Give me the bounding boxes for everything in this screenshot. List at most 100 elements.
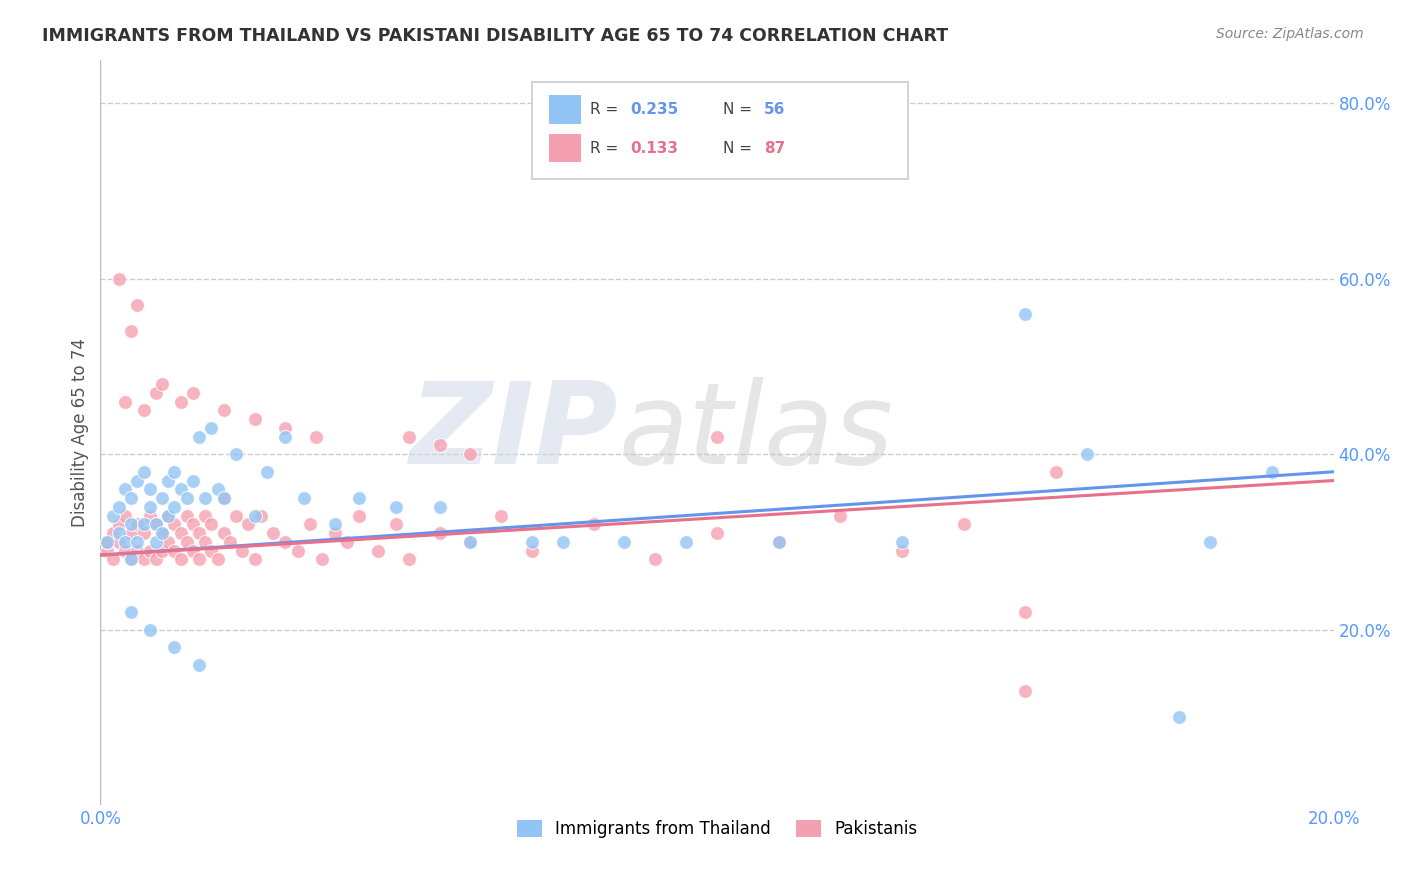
Point	[243, 412, 266, 426]
Point	[120, 526, 142, 541]
Point	[181, 517, 204, 532]
Point	[429, 500, 451, 514]
Point	[108, 526, 131, 541]
Point	[163, 517, 186, 532]
Point	[200, 421, 222, 435]
Point	[644, 552, 666, 566]
Point	[207, 483, 229, 497]
Point	[385, 500, 408, 514]
Point	[194, 535, 217, 549]
Point	[200, 543, 222, 558]
Text: 87: 87	[763, 141, 785, 156]
Point	[768, 535, 790, 549]
Point	[298, 517, 321, 532]
Point	[127, 535, 149, 549]
Point	[163, 543, 186, 558]
Point	[169, 483, 191, 497]
Text: ZIP: ZIP	[409, 376, 619, 488]
Text: R =: R =	[591, 141, 623, 156]
Point	[218, 535, 240, 549]
Point	[108, 272, 131, 286]
Point	[157, 508, 180, 523]
Point	[292, 491, 315, 505]
Text: IMMIGRANTS FROM THAILAND VS PAKISTANI DISABILITY AGE 65 TO 74 CORRELATION CHART: IMMIGRANTS FROM THAILAND VS PAKISTANI DI…	[42, 27, 948, 45]
Text: N =: N =	[723, 141, 756, 156]
Point	[163, 640, 186, 655]
Text: atlas: atlas	[619, 376, 893, 488]
Point	[429, 438, 451, 452]
Point	[489, 508, 512, 523]
Point	[311, 552, 333, 566]
Point	[176, 535, 198, 549]
Y-axis label: Disability Age 65 to 74: Disability Age 65 to 74	[72, 338, 89, 527]
Point	[1014, 684, 1036, 698]
Point	[145, 517, 167, 532]
Point	[163, 500, 186, 514]
Point	[132, 526, 155, 541]
Point	[1014, 307, 1036, 321]
Text: 56: 56	[763, 102, 785, 117]
Point	[336, 535, 359, 549]
Point	[108, 517, 131, 532]
Point	[349, 491, 371, 505]
Point	[138, 508, 160, 523]
Point	[367, 543, 389, 558]
Point	[256, 465, 278, 479]
Point	[145, 535, 167, 549]
Point	[150, 526, 173, 541]
Point	[108, 535, 131, 549]
Point	[262, 526, 284, 541]
Point	[249, 508, 271, 523]
Point	[181, 385, 204, 400]
Point	[176, 508, 198, 523]
Point	[305, 430, 328, 444]
Point	[157, 535, 180, 549]
Point	[157, 508, 180, 523]
Point	[169, 552, 191, 566]
Point	[145, 517, 167, 532]
Point	[385, 517, 408, 532]
Point	[1261, 465, 1284, 479]
Point	[169, 394, 191, 409]
Point	[243, 508, 266, 523]
Point	[225, 447, 247, 461]
Text: 0.133: 0.133	[631, 141, 679, 156]
Point	[520, 543, 543, 558]
Point	[108, 500, 131, 514]
FancyBboxPatch shape	[550, 134, 581, 162]
Point	[120, 491, 142, 505]
Point	[212, 526, 235, 541]
Point	[891, 543, 914, 558]
Point	[768, 535, 790, 549]
Point	[551, 535, 574, 549]
Point	[582, 517, 605, 532]
Point	[830, 508, 852, 523]
Point	[114, 508, 136, 523]
Point	[194, 508, 217, 523]
Point	[150, 377, 173, 392]
Point	[429, 526, 451, 541]
Point	[127, 543, 149, 558]
Point	[207, 552, 229, 566]
Point	[398, 430, 420, 444]
Point	[613, 535, 636, 549]
Point	[127, 517, 149, 532]
Point	[181, 474, 204, 488]
Point	[120, 552, 142, 566]
Point	[349, 508, 371, 523]
Point	[120, 325, 142, 339]
Point	[194, 491, 217, 505]
Point	[212, 403, 235, 417]
Point	[212, 491, 235, 505]
Legend: Immigrants from Thailand, Pakistanis: Immigrants from Thailand, Pakistanis	[510, 814, 924, 845]
Point	[188, 657, 211, 672]
Point	[132, 403, 155, 417]
Point	[520, 535, 543, 549]
Point	[150, 526, 173, 541]
Point	[120, 552, 142, 566]
Point	[460, 535, 482, 549]
Point	[132, 465, 155, 479]
Point	[460, 447, 482, 461]
Point	[323, 526, 346, 541]
Point	[188, 552, 211, 566]
